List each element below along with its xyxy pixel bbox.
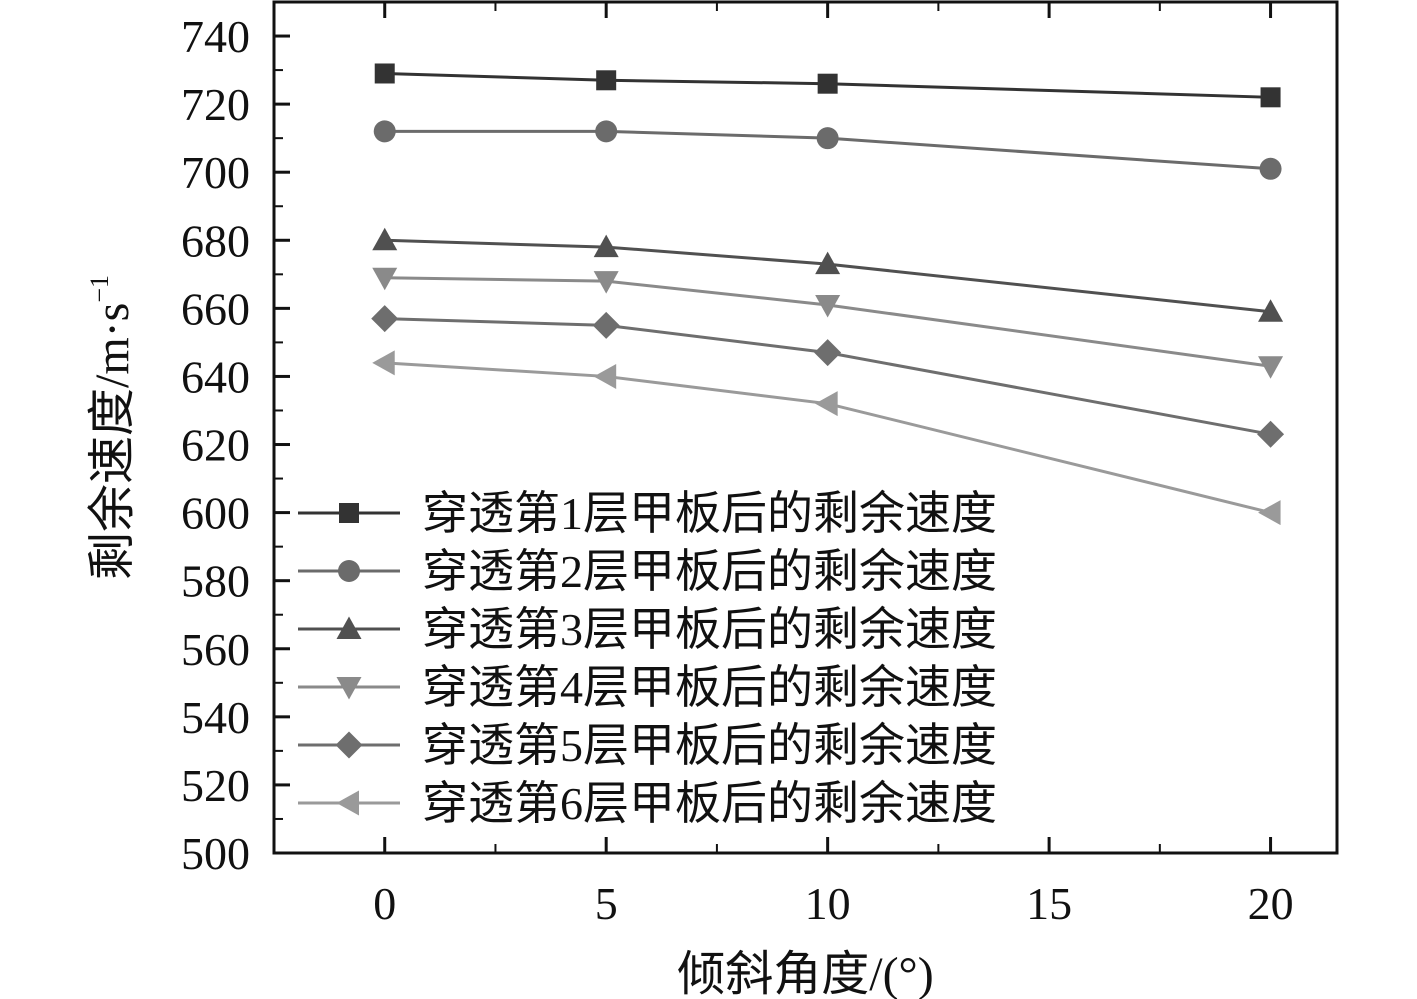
legend-item-5: 穿透第5层甲板后的剩余速度 [298, 720, 997, 771]
y-tick-label: 640 [181, 351, 250, 402]
series-2 [373, 120, 1282, 180]
triangle-up-marker [815, 251, 841, 275]
series-4 [372, 267, 1284, 379]
circle-marker [373, 120, 396, 143]
series-5 [371, 305, 1285, 448]
triangle-down-marker [1258, 356, 1284, 379]
series-line [384, 71, 1271, 99]
series-6 [372, 350, 1281, 526]
x-tick-label: 5 [595, 878, 618, 929]
y-tick-label: 740 [181, 11, 250, 62]
y-tick-label: 520 [181, 760, 250, 811]
circle-marker [816, 127, 839, 150]
y-tick-label: 660 [181, 283, 250, 334]
triangle-left-marker [815, 391, 838, 417]
legend-item-3: 穿透第3层甲板后的剩余速度 [298, 604, 997, 655]
x-axis-title: 倾斜角度/(°) [677, 948, 934, 999]
square-marker [817, 73, 838, 94]
series-line [384, 361, 1271, 515]
square-marker [1260, 87, 1281, 108]
diamond-marker [1257, 420, 1285, 448]
y-tick-label: 600 [181, 488, 250, 539]
series-line [384, 129, 1271, 171]
triangle-up-marker [593, 234, 619, 258]
series-line [384, 238, 1271, 314]
y-tick-label: 620 [181, 420, 250, 471]
x-tick-label: 10 [805, 878, 851, 929]
y-tick-label: 540 [181, 692, 250, 743]
triangle-left-marker [1258, 500, 1281, 526]
circle-marker [1259, 157, 1282, 180]
x-tick-label: 20 [1248, 878, 1294, 929]
series-layer [371, 63, 1285, 526]
triangle-up-marker [1258, 299, 1284, 322]
diamond-marker [371, 305, 399, 333]
x-tick-label: 15 [1026, 878, 1072, 929]
triangle-left-marker [593, 363, 617, 389]
series-1 [374, 63, 1281, 108]
y-tick-label: 500 [181, 828, 250, 879]
square-marker [374, 63, 395, 84]
legend-label: 穿透第1层甲板后的剩余速度 [422, 488, 997, 539]
legend-label: 穿透第5层甲板后的剩余速度 [422, 720, 997, 771]
legend: 穿透第1层甲板后的剩余速度穿透第2层甲板后的剩余速度穿透第3层甲板后的剩余速度穿… [298, 488, 997, 829]
series-3 [372, 227, 1284, 322]
square-marker [596, 70, 617, 91]
square-marker [339, 503, 359, 523]
plot-frame [272, 0, 1339, 855]
triangle-down-marker [593, 271, 619, 294]
y-tick-label: 700 [181, 147, 250, 198]
triangle-left-marker [372, 350, 395, 376]
legend-label: 穿透第4层甲板后的剩余速度 [422, 662, 997, 713]
y-axis-title-main: 剩余速度/m·s [86, 303, 139, 580]
y-tick-label: 580 [181, 556, 250, 607]
circle-marker [338, 560, 360, 582]
legend-label: 穿透第3层甲板后的剩余速度 [422, 604, 997, 655]
legend-item-4: 穿透第4层甲板后的剩余速度 [298, 662, 997, 713]
y-tick-label: 560 [181, 624, 250, 675]
legend-item-2: 穿透第2层甲板后的剩余速度 [298, 546, 997, 597]
y-axis-ticks: 500 520 540 560 580 600 620 640 660 680 700 720 740 [181, 11, 290, 879]
y-axis-title-group: 剩余速度/m·s−1 [85, 275, 139, 580]
legend-item-1: 穿透第1层甲板后的剩余速度 [298, 488, 997, 539]
y-axis-title: 剩余速度/m·s−1 [85, 275, 139, 580]
y-tick-label: 680 [181, 215, 250, 266]
y-tick-label: 720 [181, 79, 250, 130]
diamond-marker [592, 311, 620, 339]
y-axis-title-superscript: −1 [85, 275, 114, 303]
diamond-marker [814, 339, 842, 367]
legend-item-6: 穿透第6层甲板后的剩余速度 [298, 778, 997, 829]
x-axis-ticks: 0 5 10 15 20 [373, 2, 1294, 929]
diamond-marker [335, 731, 363, 759]
triangle-up-marker [372, 227, 398, 251]
triangle-down-marker [815, 294, 841, 318]
triangle-down-marker [372, 267, 398, 291]
legend-label: 穿透第2层甲板后的剩余速度 [422, 546, 997, 597]
triangle-down-marker [336, 677, 362, 700]
series-line [384, 317, 1271, 436]
circle-marker [595, 120, 618, 143]
triangle-up-marker [336, 616, 362, 639]
x-tick-label: 0 [373, 878, 396, 929]
series-line [384, 276, 1271, 368]
triangle-left-marker [336, 790, 359, 816]
legend-label: 穿透第6层甲板后的剩余速度 [422, 778, 997, 829]
